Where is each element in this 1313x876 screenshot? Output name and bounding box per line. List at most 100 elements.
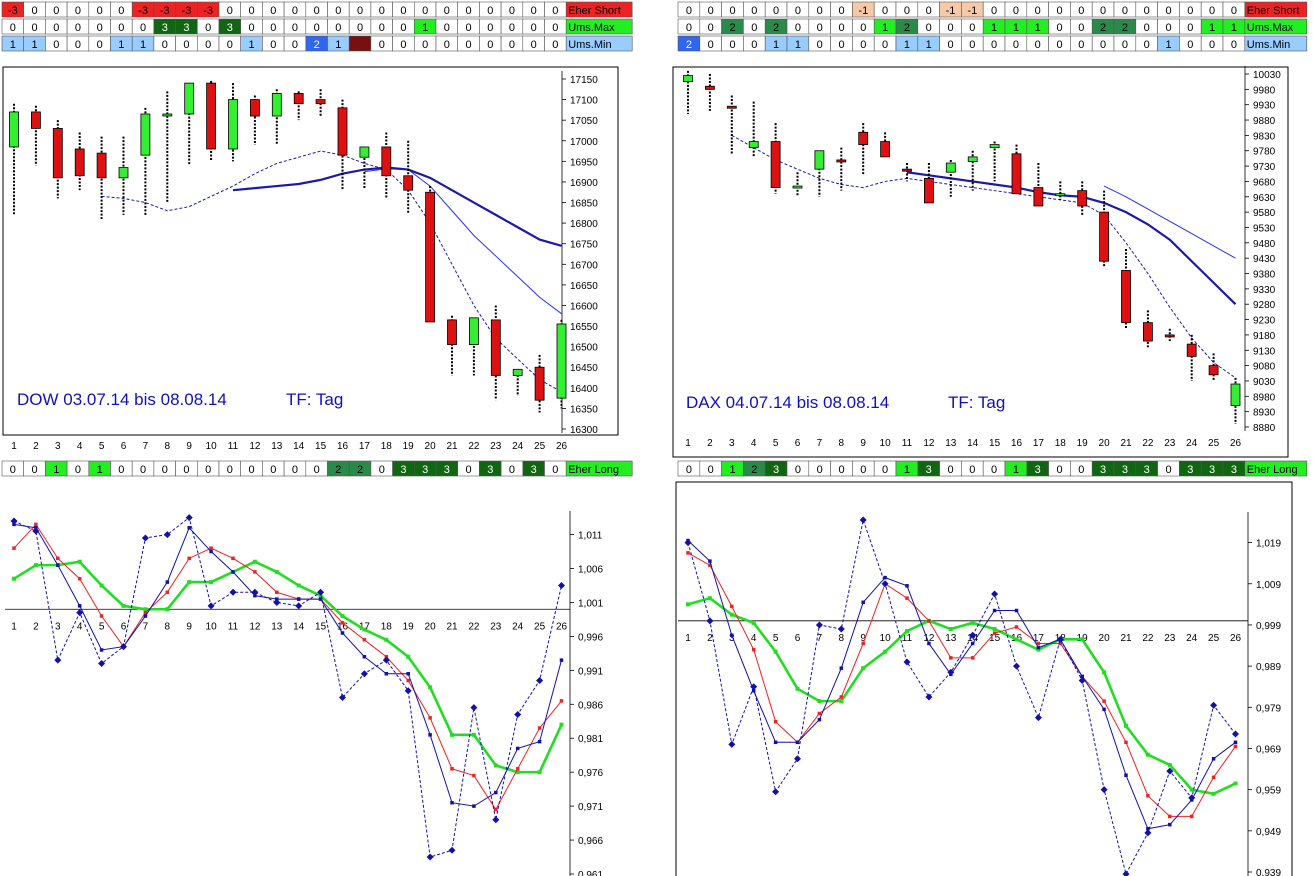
dax-row-2-cell: 1 [926,39,932,51]
y-tick-label: 17050 [570,116,598,127]
dow-bottom-cell: 0 [292,464,298,476]
oscillator-point [384,637,389,642]
dow-row-1-cell: 0 [270,22,276,34]
dow-row-2-cell: 1 [335,39,341,51]
oscillator-point [1124,773,1128,777]
oscillator-point [515,746,520,751]
y-tick-label: 16750 [570,240,598,251]
oscillator-series-1 [13,523,562,811]
x-tick-label: 21 [1120,633,1132,644]
y-tick-label: 9080 [1253,362,1276,373]
dax-row-1-cell: 0 [1165,22,1171,34]
dax-oscillator-panel [675,481,1293,876]
oscillator-point [253,570,257,574]
dax-row-0-cell: 0 [751,5,757,17]
dow-row-0-cell: 0 [248,5,254,17]
oscillator-point-diamond [141,534,149,542]
oscillator-point-diamond [903,658,911,666]
candle-up [989,144,1000,149]
y-tick-label: 0,979 [1256,703,1281,714]
oscillator-point-diamond [1100,786,1108,794]
signal-grid-dow: -3 0 0 0 0 0 -3 -3 -3 -3 0 0 0 0 0 0 0 0 0 0 0 0 0 0 0 0 Eher Shor… [1,1,633,52]
oscillator-point [1233,781,1238,786]
dax-row-0-cell: 0 [1144,5,1150,17]
x-tick-label: 7 [817,438,823,449]
dow-row-0-cell: 0 [465,5,471,17]
candle-down [30,111,41,129]
dax-bottom-cell: 0 [969,464,975,476]
dax-row-1-cell: 0 [838,22,844,34]
dax-row-0-cell: 0 [817,5,823,17]
x-tick-label: 16 [337,441,349,452]
oscillator-point [817,717,822,722]
candle-down [880,141,890,158]
oscillator-point [209,546,213,550]
candle-down [924,177,934,204]
y-tick-label: 16850 [570,199,598,210]
dax-bottom-cell: 1 [1013,464,1019,476]
oscillator-point-diamond [251,588,259,596]
dow-bottom-cell: 0 [205,464,211,476]
oscillator-point [992,608,997,613]
dow-bottom-cell: 0 [314,464,320,476]
dax-bottom-cell: 0 [882,464,888,476]
x-tick-label: 5 [773,633,779,644]
candle-down [1208,365,1219,376]
x-tick-label: 13 [945,633,957,644]
dax-timeframe-label: TF: Tag [948,393,1005,412]
dax-row-2-cell: 0 [1209,39,1215,51]
oscillator-point [340,631,345,635]
oscillator-point-diamond [728,740,736,748]
oscillator-point [515,770,520,775]
oscillator-point [839,666,844,670]
oscillator-point-diamond [10,517,18,525]
oscillator-point-diamond [815,621,823,629]
oscillator-point [471,732,476,737]
dow-row-1-cell: 0 [335,22,341,34]
x-tick-label: 17 [359,621,371,632]
dow-row-1-cell: 0 [97,22,103,34]
oscillator-point-diamond [1166,767,1174,775]
oscillator-point-diamond [794,755,801,763]
dow-row-0-label: Eher Short [568,5,621,17]
oscillator-point [99,614,104,618]
dax-row-0-cell: 0 [1100,5,1106,17]
oscillator-series-0 [687,596,1237,796]
candle-up [9,111,19,148]
x-tick-label: 20 [425,441,437,452]
oscillator-point [362,638,367,642]
x-tick-label: 6 [121,621,127,632]
dax-row-1-cell: 0 [708,22,714,34]
x-tick-label: 13 [271,621,283,632]
y-tick-label: 9830 [1253,131,1276,142]
oscillator-point [537,739,542,744]
candle-down [770,141,781,188]
oscillator-point [751,620,756,625]
dax-row-1-cell: 0 [860,22,866,34]
candle-up [1055,193,1066,197]
dow-row-1-cell: 0 [487,22,493,34]
x-tick-label: 18 [381,441,393,452]
oscillator-point [1211,775,1216,780]
candle-down [249,99,260,117]
x-tick-label: 9 [860,438,866,449]
oscillator-point [1145,752,1150,757]
oscillator-point [99,648,104,652]
oscillator-point [187,580,192,585]
candle-down [1164,334,1175,338]
dow-bottom-cell: 0 [140,464,146,476]
oscillator-point-diamond [1144,829,1152,837]
dax-row-2-label-bg [1244,35,1308,52]
oscillator-point-diamond [339,694,346,701]
candle-up [792,185,803,189]
dax-row-0-cell: 0 [1165,5,1171,17]
y-tick-label: 16800 [570,219,598,230]
oscillator-point-diamond [98,660,106,668]
candle-up [683,75,693,83]
x-tick-label: 25 [534,441,546,452]
dax-row-1-cell: 1 [1013,22,1019,34]
dax-row-2-cell: 1 [1165,39,1171,51]
dax-row-0-cell: 0 [904,5,910,17]
oscillator-point [773,740,778,745]
x-tick-label: 2 [33,441,39,452]
